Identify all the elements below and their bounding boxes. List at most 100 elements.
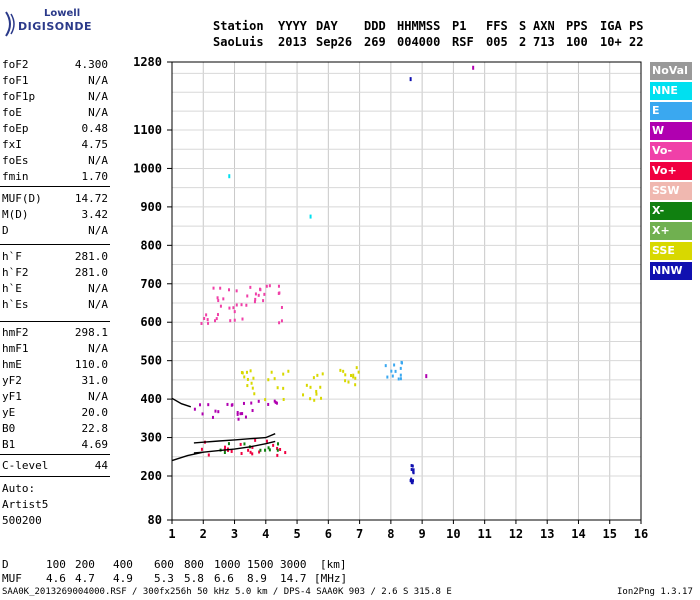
param-name: yF2 (2, 374, 22, 387)
echo-point (425, 374, 428, 379)
header-label: FFS (486, 19, 508, 33)
muf-cell: 4.7 (75, 572, 95, 585)
autoscale-line2: Artist5 (2, 498, 49, 511)
y-tick-label: 600 (140, 315, 162, 329)
param-name: foF1p (2, 90, 36, 103)
param-value: N/A (88, 74, 108, 87)
muf-cell: 3000 (280, 558, 307, 571)
y-tick-label: 1280 (133, 55, 162, 69)
echo-point (249, 369, 252, 373)
param-value: 110.0 (74, 358, 108, 371)
muf-cell: 5.3 (154, 572, 174, 585)
header-value: 2 (519, 35, 527, 49)
echo-point (203, 316, 206, 320)
echo-point (275, 401, 278, 405)
echo-point (200, 321, 203, 325)
legend-item: SSE (650, 242, 692, 260)
echo-point (391, 374, 394, 378)
param-value: 281.0 (74, 266, 108, 279)
echo-point (207, 453, 210, 457)
echo-point (355, 366, 358, 370)
echo-point (400, 360, 403, 364)
echo-point (249, 285, 252, 289)
echo-point (284, 451, 287, 455)
echo-point (247, 448, 250, 452)
echo-point (246, 294, 249, 298)
echo-point (228, 174, 231, 179)
autoscale-line3: 500200 (2, 514, 42, 527)
echo-point (277, 291, 280, 295)
echo-point (309, 397, 312, 401)
x-tick-label: 1 (168, 527, 175, 541)
param-name: M(D) (2, 208, 29, 221)
autoscale-line1: Auto: (2, 482, 36, 495)
echo-point (233, 310, 236, 314)
echo-point (199, 403, 202, 407)
x-tick-label: 8 (387, 527, 394, 541)
echo-point (257, 293, 260, 297)
echo-point (410, 464, 413, 468)
echo-point (305, 383, 308, 387)
legend-item: NNW (650, 262, 692, 280)
x-tick-label: 7 (356, 527, 363, 541)
echo-point (217, 299, 220, 303)
echo-point (205, 313, 208, 317)
echo-point (278, 321, 281, 325)
muf-cell: 8.9 (247, 572, 267, 585)
echo-point (267, 402, 270, 406)
header-value: SaoLuis (213, 35, 264, 49)
echo-point (339, 368, 342, 372)
echo-point (393, 363, 396, 367)
echo-point (232, 306, 235, 310)
x-tick-label: 15 (603, 527, 617, 541)
header-label: YYYY (278, 19, 307, 33)
echo-point (268, 284, 271, 288)
echo-point (239, 442, 242, 446)
param-name: foEp (2, 122, 29, 135)
param-value: 4.69 (81, 438, 109, 451)
x-tick-label: 10 (446, 527, 460, 541)
divider-rule (0, 244, 110, 245)
muf-row-label: MUF (2, 572, 22, 585)
param-value: N/A (88, 90, 108, 103)
param-name: foEs (2, 154, 29, 167)
echo-point (276, 386, 279, 390)
y-tick-label: 1000 (133, 161, 162, 175)
echo-point (216, 313, 219, 317)
echo-point (264, 398, 267, 402)
y-tick-label: 80 (148, 513, 162, 527)
echo-point (399, 366, 402, 370)
echo-point (223, 450, 226, 454)
trace-line (171, 451, 204, 462)
param-name: foF2 (2, 58, 29, 71)
echo-point (270, 370, 273, 374)
echo-point (251, 445, 254, 449)
echo-point (239, 412, 242, 416)
echo-point (344, 373, 347, 377)
echo-point (320, 396, 323, 400)
param-value: N/A (88, 154, 108, 167)
param-name: B0 (2, 422, 16, 435)
param-name: fmin (2, 170, 29, 183)
y-tick-label: 400 (140, 392, 162, 406)
header-value: RSF (452, 35, 474, 49)
param-value: 20.0 (81, 406, 109, 419)
echo-point (410, 477, 413, 481)
x-tick-label: 16 (634, 527, 648, 541)
echo-point (214, 319, 217, 323)
y-tick-label: 700 (140, 277, 162, 291)
echo-point (282, 386, 285, 390)
echo-point (263, 292, 266, 296)
param-value: N/A (88, 224, 108, 237)
echo-point (240, 303, 243, 307)
param-value: 1.70 (81, 170, 109, 183)
echo-point (352, 375, 355, 379)
x-tick-label: 3 (231, 527, 238, 541)
echo-point (236, 410, 239, 414)
divider-rule (0, 186, 110, 187)
footer-file-info: SAA0K_2013269004000.RSF / 300fx256h 50 k… (2, 587, 452, 597)
echo-point (384, 364, 387, 368)
echo-point (211, 415, 214, 419)
echo-point (252, 376, 255, 380)
param-name: MUF(D) (2, 192, 42, 205)
